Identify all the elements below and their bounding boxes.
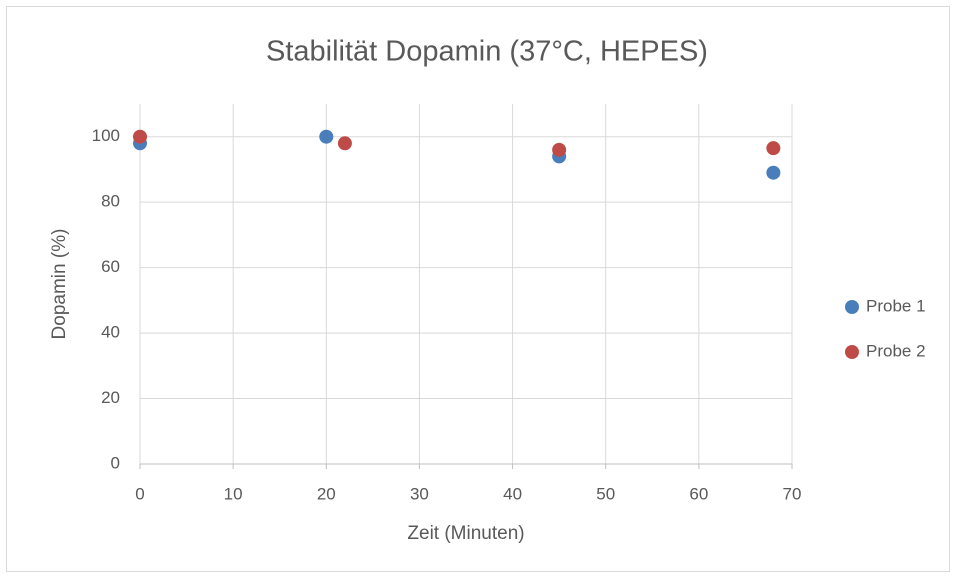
chart-title: Stabilität Dopamin (37°C, HEPES)	[266, 36, 708, 68]
y-tick-label: 0	[111, 453, 120, 472]
point	[319, 129, 334, 144]
x-tick-label: 60	[689, 484, 708, 503]
y-tick-label: 40	[101, 323, 120, 342]
x-tick-label: 10	[224, 484, 243, 503]
point	[766, 141, 781, 156]
x-tick-label: 0	[135, 484, 144, 503]
legend-marker	[845, 345, 859, 359]
legend-label: Probe 2	[866, 341, 926, 360]
x-tick-label: 30	[410, 484, 429, 503]
point	[337, 136, 352, 151]
y-tick-label: 80	[101, 192, 120, 211]
point	[133, 129, 147, 144]
x-tick-label: 50	[596, 484, 615, 503]
x-tick-label: 20	[317, 484, 336, 503]
legend-marker	[845, 300, 859, 314]
y-tick-label: 100	[92, 126, 120, 145]
y-tick-label: 20	[101, 388, 120, 407]
y-axis-label: Dopamin (%)	[49, 229, 70, 340]
legend-label: Probe 1	[866, 296, 926, 315]
x-tick-label: 40	[503, 484, 522, 503]
y-tick-label: 60	[101, 257, 120, 276]
x-axis-label: Zeit (Minuten)	[407, 523, 524, 544]
point	[552, 142, 567, 157]
point	[766, 165, 781, 180]
chart-frame	[6, 6, 950, 572]
x-tick-label: 70	[783, 484, 802, 503]
